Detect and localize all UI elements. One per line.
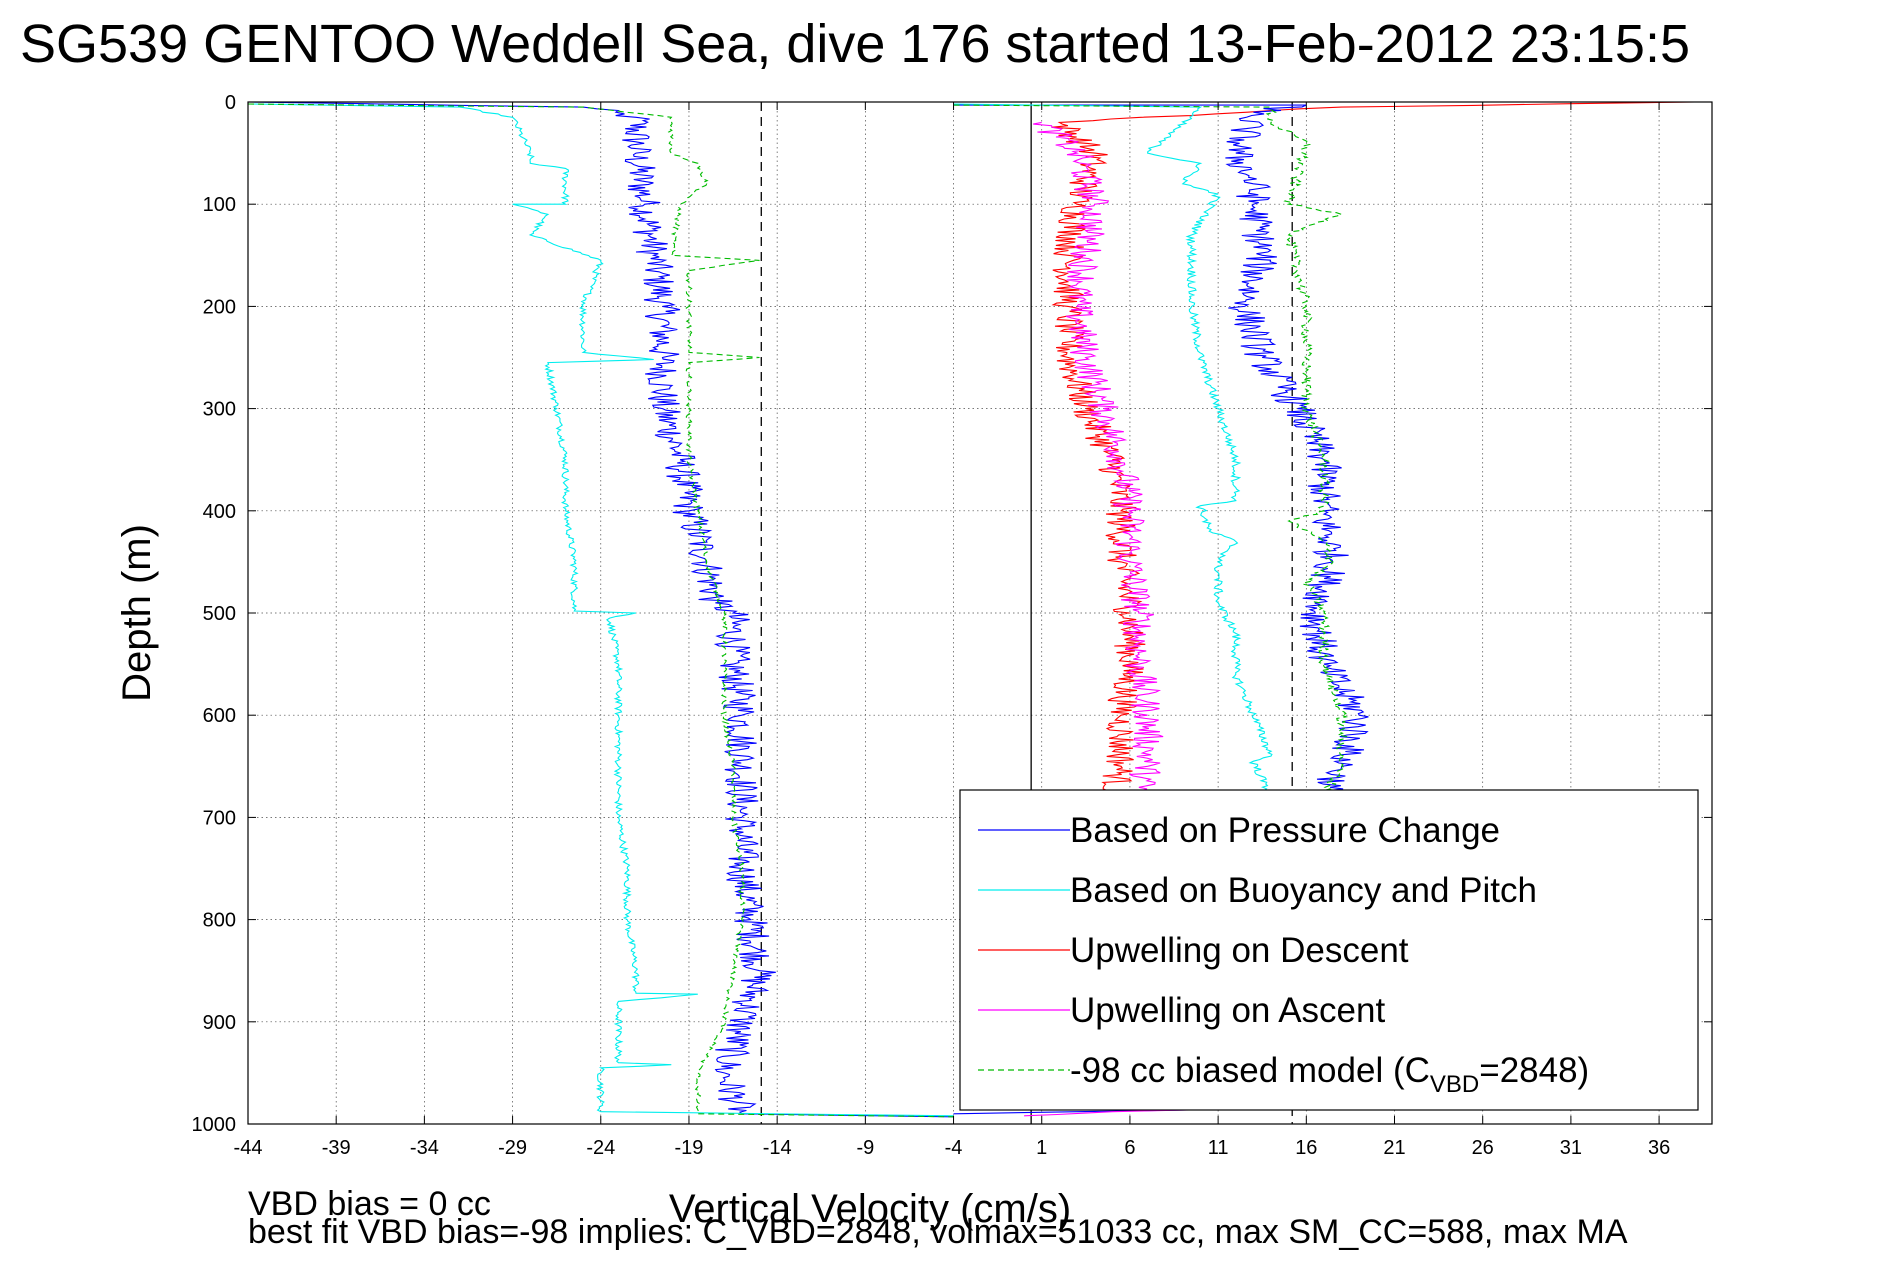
x-tick-label: -9 <box>856 1137 874 1159</box>
vbd-bias-note: VBD bias = 0 cc <box>248 1185 491 1223</box>
x-tick-label: 6 <box>1124 1137 1135 1159</box>
series-based-on-buoyancy-and-pitch <box>247 103 954 1117</box>
axis-ticks: -44 -39 -34 -29 -24 -19 -14 -9 -4 1 6 11 16 21 26 31 360… <box>192 92 1712 1159</box>
series-upwelling-on-ascent <box>1033 121 1164 798</box>
y-tick-label: 600 <box>203 705 236 727</box>
legend-label: Based on Buoyancy and Pitch <box>1070 871 1537 910</box>
x-tick-label: -34 <box>410 1137 439 1159</box>
series-upwelling-on-descent <box>1051 101 1695 798</box>
x-tick-label: -14 <box>763 1137 792 1159</box>
y-axis-label: Depth (m) <box>115 524 159 702</box>
series-trace-6 <box>953 103 1276 798</box>
y-tick-label: 200 <box>203 296 236 318</box>
y-tick-label: 500 <box>203 603 236 625</box>
legend: Based on Pressure Change Based on Buoyanc… <box>959 789 1699 1111</box>
y-tick-label: 1000 <box>192 1114 237 1136</box>
y-tick-label: 0 <box>225 92 236 114</box>
x-tick-label: -24 <box>586 1137 615 1159</box>
y-tick-label: 900 <box>203 1012 236 1034</box>
x-tick-label: 26 <box>1472 1137 1494 1159</box>
y-tick-label: 800 <box>203 910 236 932</box>
x-tick-label: 16 <box>1295 1137 1317 1159</box>
y-tick-label: 300 <box>203 399 236 421</box>
best-fit-note: best fit VBD bias=-98 implies: C_VBD=284… <box>248 1213 1628 1251</box>
x-tick-label: 11 <box>1208 1137 1229 1159</box>
legend-label: -98 cc biased model (CVBD=2848) <box>1070 1051 1589 1098</box>
x-axis-label: Vertical Velocity (cm/s) <box>669 1187 1071 1231</box>
x-tick-label: -44 <box>234 1137 263 1159</box>
x-tick-label: -19 <box>675 1137 704 1159</box>
legend-label: Upwelling on Ascent <box>1070 991 1385 1030</box>
chart-title: SG539 GENTOO Weddell Sea, dive 176 start… <box>20 14 1690 74</box>
x-tick-label: 21 <box>1383 1137 1405 1159</box>
x-tick-label: -4 <box>945 1137 963 1159</box>
legend-label: Based on Pressure Change <box>1070 811 1500 850</box>
y-tick-label: 700 <box>203 807 236 829</box>
series-trace-5 <box>953 104 1369 798</box>
y-tick-label: 400 <box>203 501 236 523</box>
x-tick-label: -29 <box>498 1137 527 1159</box>
legend-box <box>959 789 1699 1111</box>
series-based-on-pressure-change <box>247 101 954 1118</box>
x-tick-label: 36 <box>1648 1137 1670 1159</box>
x-tick-label: 1 <box>1036 1137 1047 1159</box>
series-trace-7 <box>953 104 1349 798</box>
x-tick-label: 31 <box>1560 1137 1582 1159</box>
series-trace-9 <box>1024 1109 1201 1117</box>
x-tick-label: -39 <box>322 1137 351 1159</box>
y-tick-label: 100 <box>203 194 236 216</box>
legend-label: Upwelling on Descent <box>1070 931 1409 970</box>
